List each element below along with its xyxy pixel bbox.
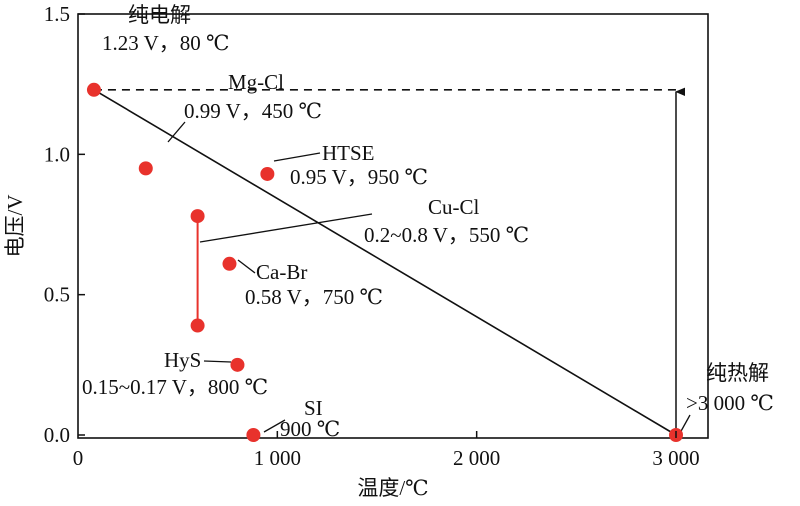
- pure-thermolysis-leader: [679, 414, 691, 434]
- pure-electrolysis-detail: 1.23 V，80 ℃: [102, 31, 230, 55]
- si-name: SI: [304, 396, 323, 420]
- y-tick-label: 0.5: [44, 283, 70, 307]
- y-tick-label: 1.5: [44, 2, 70, 26]
- plot-frame: [77, 13, 709, 439]
- x-tick-label: 3 000: [652, 446, 699, 470]
- htse-detail: 0.95 V，950 ℃: [290, 165, 428, 189]
- mg-cl-detail: 0.99 V，450 ℃: [184, 99, 322, 123]
- htse-name: HTSE: [322, 141, 375, 165]
- pure-thermolysis-detail: >3 000 ℃: [686, 391, 774, 415]
- ca-br-leader: [237, 259, 256, 274]
- mg-cl-name: Mg-Cl: [228, 70, 284, 94]
- mg-cl-leader: [167, 121, 186, 143]
- pure-electrolysis-point: [86, 82, 101, 97]
- cu-cl-low-point: [190, 318, 205, 333]
- mg-cl-point: [138, 161, 153, 176]
- htse-leader: [273, 152, 321, 162]
- ca-br-name: Ca-Br: [256, 260, 307, 284]
- x-tick-label: 0: [73, 446, 84, 470]
- hys-name: HyS: [164, 348, 201, 372]
- si-leader: [263, 419, 286, 433]
- hys-point: [230, 357, 245, 372]
- y-tick-label: 0.0: [44, 423, 70, 447]
- x-tick-label: 2 000: [453, 446, 500, 470]
- pure-electrolysis-name: 纯电解: [128, 3, 191, 27]
- y-axis-label: 电压/V: [3, 195, 27, 258]
- ca-br-detail: 0.58 V，750 ℃: [245, 285, 383, 309]
- cu-cl-high-name: Cu-Cl: [428, 195, 480, 219]
- ca-br-point: [222, 256, 237, 271]
- si-detail: 900 ℃: [280, 417, 340, 441]
- diagonal-line: [93, 89, 677, 436]
- pure-thermolysis-name: 纯热解: [706, 361, 769, 385]
- y-tick-label: 1.0: [44, 142, 70, 166]
- cu-cl-high-detail: 0.2~0.8 V，550 ℃: [364, 223, 529, 247]
- x-tick-label: 1 000: [254, 446, 301, 470]
- cu-cl-high-leader: [199, 213, 373, 243]
- si-point: [246, 428, 261, 442]
- cu-cl-high-point: [190, 209, 205, 224]
- hys-leader: [203, 360, 232, 363]
- htse-point: [260, 166, 275, 181]
- hys-detail: 0.15~0.17 V，800 ℃: [82, 375, 268, 399]
- x-axis-label: 温度/℃: [357, 476, 428, 500]
